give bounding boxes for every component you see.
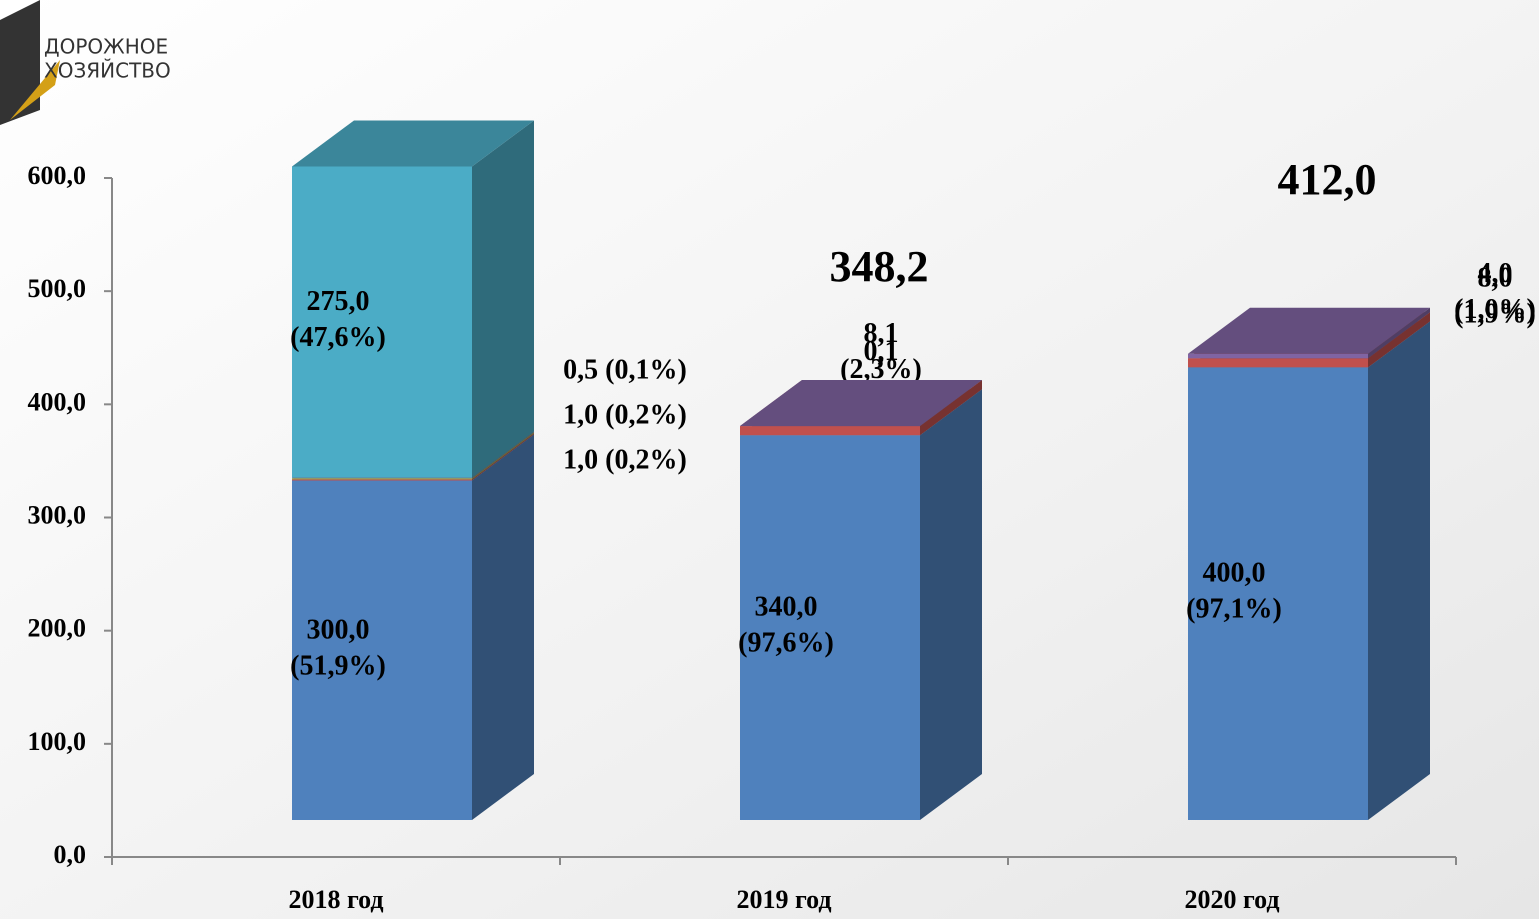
y-tick-label: 200,0 — [28, 614, 87, 643]
bar-side — [472, 120, 534, 477]
bar-side — [920, 389, 982, 820]
value-label: 0,5 (0,1%) — [563, 354, 687, 385]
value-label: 1,0 (0,2%) — [563, 444, 687, 475]
bar-front — [1188, 358, 1368, 367]
y-tick-label: 400,0 — [28, 387, 87, 416]
bar-front — [292, 479, 472, 480]
bar-front — [740, 426, 920, 435]
bar-front — [292, 478, 472, 479]
logo-icon — [0, 0, 40, 125]
value-label: 0,1 — [864, 336, 899, 367]
logo-text: ДОРОЖНОЕ — [44, 35, 168, 59]
x-tick-label: 2019 год — [736, 885, 831, 914]
bar-front — [292, 478, 472, 479]
logo-text: ХОЗЯЙСТВО — [44, 59, 171, 83]
y-tick-label: 0,0 — [54, 840, 87, 869]
bar-side — [1368, 321, 1430, 820]
y-tick-label: 600,0 — [28, 161, 87, 190]
bar-side — [472, 435, 534, 821]
bar-front — [1188, 354, 1368, 359]
x-tick-label: 2020 год — [1184, 885, 1279, 914]
total-label: 348,2 — [830, 242, 929, 291]
total-label: 412,0 — [1278, 155, 1377, 204]
y-tick-label: 500,0 — [28, 274, 87, 303]
y-tick-label: 300,0 — [28, 500, 87, 529]
x-tick-label: 2018 год — [288, 885, 383, 914]
y-tick-label: 100,0 — [28, 727, 87, 756]
value-label: 1,0 (0,2%) — [563, 399, 687, 430]
